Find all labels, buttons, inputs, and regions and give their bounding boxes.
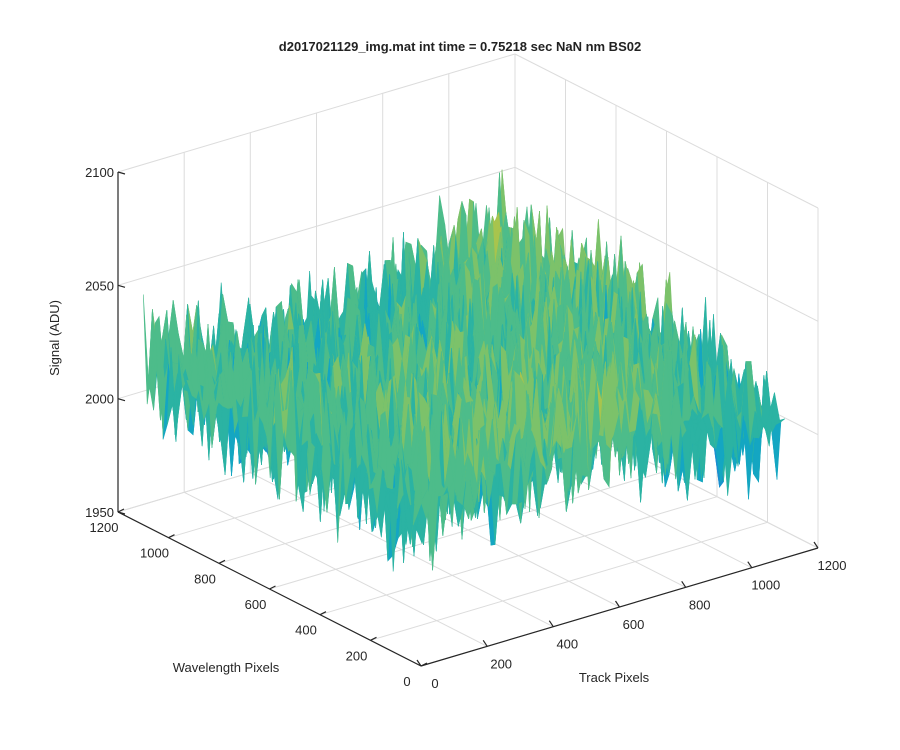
- x-tick-label: 400: [556, 637, 578, 652]
- z-tick-label: 2000: [85, 392, 114, 407]
- x-tick-label: 200: [490, 656, 512, 671]
- y-tick-label: 800: [194, 571, 216, 586]
- y-axis-label: Wavelength Pixels: [173, 660, 280, 675]
- x-tick-label: 800: [689, 597, 711, 612]
- z-tick-mark: [117, 284, 126, 288]
- z-tick-mark: [117, 171, 126, 175]
- gridline: [269, 470, 667, 590]
- chart-title: d2017021129_img.mat int time = 0.75218 s…: [279, 39, 641, 54]
- x-tick-label: 1200: [818, 558, 847, 573]
- y-tick-label: 1200: [90, 520, 119, 535]
- x-tick-label: 0: [431, 676, 438, 691]
- gridline: [117, 53, 516, 173]
- y-tick-label: 200: [346, 648, 368, 663]
- y-tick-label: 400: [295, 623, 317, 638]
- y-tick-label: 1000: [140, 546, 169, 561]
- x-tick-label: 600: [623, 617, 645, 632]
- z-tick-label: 2100: [85, 165, 114, 180]
- surface-mesh: [143, 169, 786, 572]
- y-tick-label: 600: [245, 597, 267, 612]
- gridline: [514, 53, 819, 209]
- gridline: [370, 521, 768, 641]
- surface-patch: [771, 421, 782, 480]
- gridline: [514, 166, 819, 322]
- y-tick-label: 0: [403, 674, 410, 689]
- gridline: [117, 166, 516, 286]
- x-tick-label: 1000: [751, 578, 780, 593]
- z-tick-mark: [117, 398, 126, 402]
- x-axis-label: Track Pixels: [579, 670, 650, 685]
- z-axis-label: Signal (ADU): [47, 300, 62, 376]
- gridline: [319, 496, 718, 616]
- z-tick-label: 1950: [85, 505, 114, 520]
- z-tick-label: 2050: [85, 278, 114, 293]
